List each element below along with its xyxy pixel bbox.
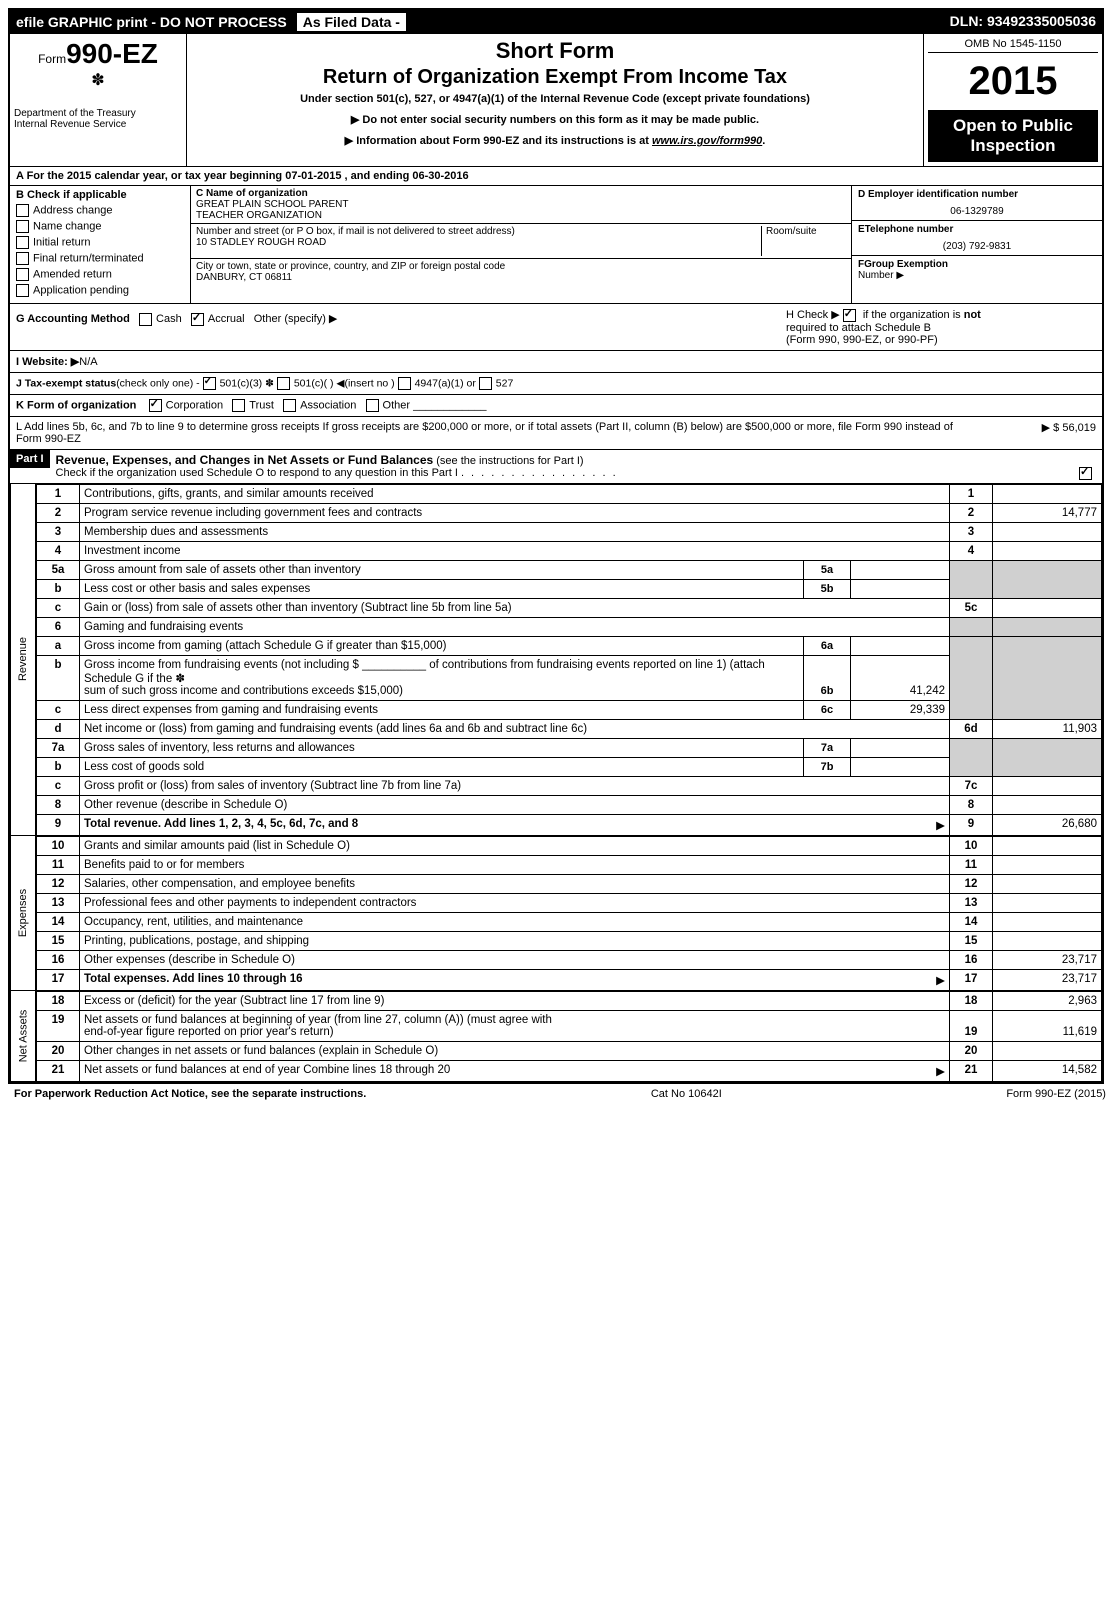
- bcdef-row: B Check if applicable Address change Nam…: [10, 186, 1102, 304]
- header-row: Form990-EZ ✽ Department of the Treasury …: [10, 34, 1102, 167]
- check-corp[interactable]: [149, 399, 162, 412]
- check-501c3[interactable]: [203, 377, 216, 390]
- top-bar: efile GRAPHIC print - DO NOT PROCESS As …: [10, 10, 1102, 34]
- check-schedule-o[interactable]: [1079, 467, 1092, 480]
- form-number-block: Form990-EZ ✽ Department of the Treasury …: [10, 34, 187, 166]
- check-final-return[interactable]: [16, 252, 29, 265]
- gh-row: G Accounting Method Cash Accrual Other (…: [10, 304, 1102, 351]
- def-block: D Employer identification number 06-1329…: [851, 186, 1102, 303]
- check-address-change[interactable]: [16, 204, 29, 217]
- irs-link[interactable]: www.irs.gov/form990: [652, 135, 762, 147]
- check-4947[interactable]: [398, 377, 411, 390]
- check-initial-return[interactable]: [16, 236, 29, 249]
- line-j: J Tax-exempt status(check only one) - 50…: [10, 373, 1102, 395]
- check-527[interactable]: [479, 377, 492, 390]
- footer: For Paperwork Reduction Act Notice, see …: [8, 1084, 1112, 1104]
- title-block: Short Form Return of Organization Exempt…: [187, 34, 923, 166]
- c-block: C Name of organization GREAT PLAIN SCHOO…: [191, 186, 851, 303]
- check-assoc[interactable]: [283, 399, 296, 412]
- open-public-badge: Open to Public Inspection: [928, 110, 1098, 162]
- part1-header: Part I Revenue, Expenses, and Changes in…: [10, 450, 1102, 484]
- year-block: OMB No 1545-1150 2015 Open to Public Ins…: [923, 34, 1102, 166]
- check-cash[interactable]: [139, 313, 152, 326]
- revenue-section: Revenue 1Contributions, gifts, grants, a…: [10, 484, 1102, 836]
- expenses-section: Expenses 10Grants and similar amounts pa…: [10, 836, 1102, 991]
- line-a: A For the 2015 calendar year, or tax yea…: [10, 167, 1102, 186]
- net-assets-section: Net Assets 18Excess or (deficit) for the…: [10, 991, 1102, 1082]
- line-k: K Form of organization Corporation Trust…: [10, 395, 1102, 417]
- check-amended-return[interactable]: [16, 268, 29, 281]
- form-container: efile GRAPHIC print - DO NOT PROCESS As …: [8, 8, 1104, 1084]
- as-filed-box: As Filed Data -: [297, 13, 406, 31]
- efile-text: efile GRAPHIC print - DO NOT PROCESS: [16, 14, 287, 30]
- check-other[interactable]: [366, 399, 379, 412]
- check-accrual[interactable]: [191, 313, 204, 326]
- line-l: L Add lines 5b, 6c, and 7b to line 9 to …: [10, 417, 1102, 450]
- line-i: I Website: ▶N/A: [10, 351, 1102, 373]
- check-501c[interactable]: [277, 377, 290, 390]
- check-application-pending[interactable]: [16, 284, 29, 297]
- check-trust[interactable]: [232, 399, 245, 412]
- check-h[interactable]: [843, 309, 856, 322]
- check-name-change[interactable]: [16, 220, 29, 233]
- dln: DLN: 93492335005036: [950, 13, 1096, 31]
- info-line: ▶ Information about Form 990-EZ and its …: [197, 134, 913, 147]
- b-checks: B Check if applicable Address change Nam…: [10, 186, 191, 303]
